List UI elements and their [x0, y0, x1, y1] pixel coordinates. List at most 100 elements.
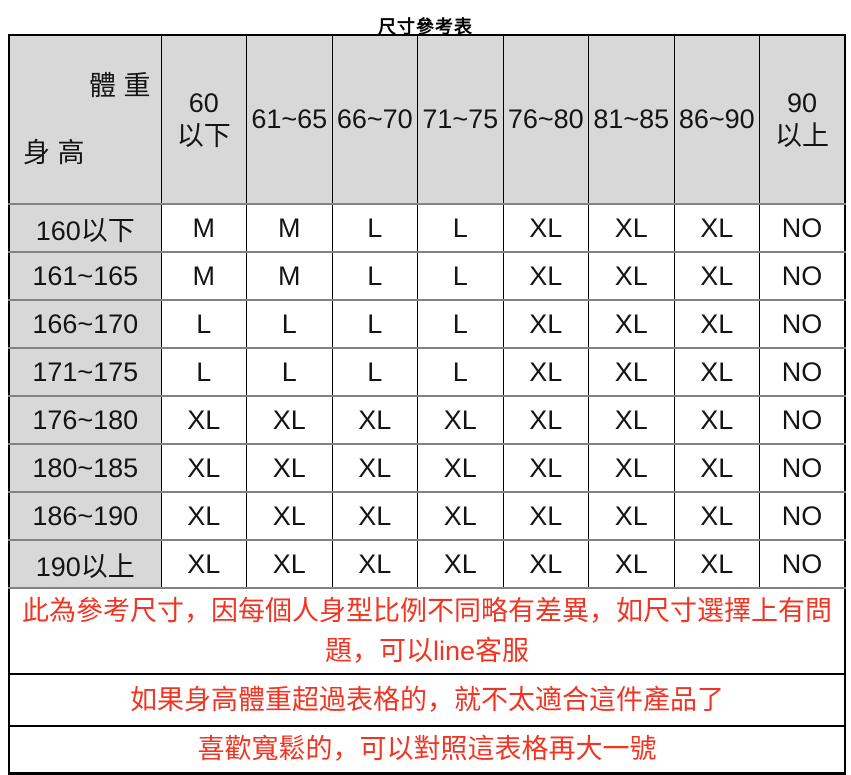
- size-cell: XL: [160, 443, 247, 492]
- table-row: 190以上 XL XL XL XL XL XL XL NO: [9, 539, 845, 588]
- size-cell: L: [417, 299, 503, 348]
- size-cell: XL: [417, 539, 503, 588]
- height-row-label: 166~170: [9, 299, 161, 348]
- note-text: 此為參考尺寸，因每個人身型比例不同略有差異，如尺寸選擇上有問題，可以line客服: [9, 587, 845, 674]
- size-grid-body: 160以下 M M L L XL XL XL NO 161~165 M M L L XL XL XL NO 166~…: [9, 203, 845, 588]
- weight-header-cell: 61~65: [246, 35, 332, 204]
- table-row: 186~190 XL XL XL XL XL XL XL NO: [9, 491, 845, 540]
- size-cell: XL: [588, 299, 674, 348]
- size-cell: XL: [588, 491, 674, 540]
- height-row-label: 161~165: [9, 251, 161, 300]
- table-row: 180~185 XL XL XL XL XL XL XL NO: [9, 443, 845, 492]
- weight-header-cell: 66~70: [331, 35, 418, 204]
- size-cell: XL: [331, 491, 418, 540]
- size-cell: NO: [759, 491, 845, 540]
- size-cell: XL: [588, 395, 674, 444]
- size-cell: XL: [331, 443, 418, 492]
- size-cell: XL: [331, 539, 418, 588]
- size-cell: NO: [759, 299, 845, 348]
- size-cell: XL: [246, 491, 332, 540]
- size-cell: L: [160, 347, 247, 396]
- size-cell: L: [417, 251, 503, 300]
- size-cell: NO: [759, 347, 845, 396]
- size-cell: XL: [588, 443, 674, 492]
- size-cell: XL: [673, 203, 760, 252]
- size-chart-table: 體 重 身 高 60 以下 61~65 66~70 71~75 76~80 81~85 86…: [8, 34, 846, 775]
- size-cell: XL: [417, 443, 503, 492]
- height-row-label: 180~185: [9, 443, 161, 492]
- size-cell: L: [160, 299, 247, 348]
- size-cell: XL: [502, 539, 589, 588]
- size-cell: L: [331, 251, 418, 300]
- height-row-label: 171~175: [9, 347, 161, 396]
- weight-header-cell: 71~75: [417, 35, 503, 204]
- size-cell: XL: [160, 395, 247, 444]
- table-row: 176~180 XL XL XL XL XL XL XL NO: [9, 395, 845, 444]
- size-cell: L: [331, 347, 418, 396]
- size-cell: XL: [502, 443, 589, 492]
- note-row: 喜歡寬鬆的，可以對照這表格再大一號: [9, 725, 845, 773]
- weight-header-cell: 90 以上: [759, 35, 845, 204]
- size-cell: XL: [673, 347, 760, 396]
- height-row-label: 186~190: [9, 491, 161, 540]
- height-row-label: 190以上: [9, 539, 161, 588]
- size-cell: XL: [588, 347, 674, 396]
- size-cell: XL: [502, 251, 589, 300]
- header-row: 體 重 身 高 60 以下 61~65 66~70 71~75 76~80 81~85 86…: [9, 35, 845, 204]
- table-row: 166~170 L L L L XL XL XL NO: [9, 299, 845, 348]
- size-cell: XL: [502, 395, 589, 444]
- height-row-label: 160以下: [9, 203, 161, 252]
- size-cell: XL: [417, 491, 503, 540]
- table-row: 161~165 M M L L XL XL XL NO: [9, 251, 845, 300]
- size-cell: NO: [759, 539, 845, 588]
- size-cell: XL: [502, 491, 589, 540]
- note-text: 如果身高體重超過表格的，就不太適合這件產品了: [9, 673, 845, 726]
- size-cell: XL: [246, 443, 332, 492]
- size-cell: M: [160, 251, 247, 300]
- size-cell: XL: [502, 203, 589, 252]
- size-cell: L: [246, 347, 332, 396]
- size-cell: NO: [759, 203, 845, 252]
- size-cell: XL: [673, 395, 760, 444]
- size-cell: XL: [673, 443, 760, 492]
- weight-header-cell: 81~85: [588, 35, 674, 204]
- note-row: 此為參考尺寸，因每個人身型比例不同略有差異，如尺寸選擇上有問題，可以line客服: [9, 587, 845, 674]
- height-row-label: 176~180: [9, 395, 161, 444]
- note-row: 如果身高體重超過表格的，就不太適合這件產品了: [9, 673, 845, 726]
- size-cell: XL: [588, 251, 674, 300]
- size-cell: NO: [759, 395, 845, 444]
- size-cell: XL: [673, 299, 760, 348]
- weight-header-cell: 76~80: [502, 35, 589, 204]
- weight-axis-label: 體 重: [88, 71, 151, 101]
- size-cell: NO: [759, 251, 845, 300]
- corner-cell: 體 重 身 高: [9, 35, 161, 204]
- size-cell: XL: [502, 347, 589, 396]
- size-cell: XL: [588, 203, 674, 252]
- size-cell: L: [417, 203, 503, 252]
- size-cell: XL: [246, 539, 332, 588]
- size-cell: L: [246, 299, 332, 348]
- size-cell: XL: [502, 299, 589, 348]
- table-row: 171~175 L L L L XL XL XL NO: [9, 347, 845, 396]
- page-title: 尺寸參考表: [378, 17, 473, 37]
- size-cell: XL: [673, 491, 760, 540]
- size-cell: XL: [331, 395, 418, 444]
- table-row: 160以下 M M L L XL XL XL NO: [9, 203, 845, 252]
- height-axis-label: 身 高: [23, 138, 85, 168]
- size-cell: L: [417, 347, 503, 396]
- size-cell: XL: [160, 539, 247, 588]
- size-cell: L: [331, 299, 418, 348]
- notes-section: 此為參考尺寸，因每個人身型比例不同略有差異，如尺寸選擇上有問題，可以line客服…: [9, 587, 845, 773]
- size-cell: NO: [759, 443, 845, 492]
- weight-header-cell: 86~90: [673, 35, 760, 204]
- size-cell: XL: [588, 539, 674, 588]
- size-cell: XL: [673, 251, 760, 300]
- size-cell: XL: [417, 395, 503, 444]
- size-cell: XL: [160, 491, 247, 540]
- size-cell: XL: [673, 539, 760, 588]
- size-cell: M: [246, 203, 332, 252]
- note-text: 喜歡寬鬆的，可以對照這表格再大一號: [9, 725, 845, 773]
- size-cell: M: [160, 203, 247, 252]
- size-cell: L: [331, 203, 418, 252]
